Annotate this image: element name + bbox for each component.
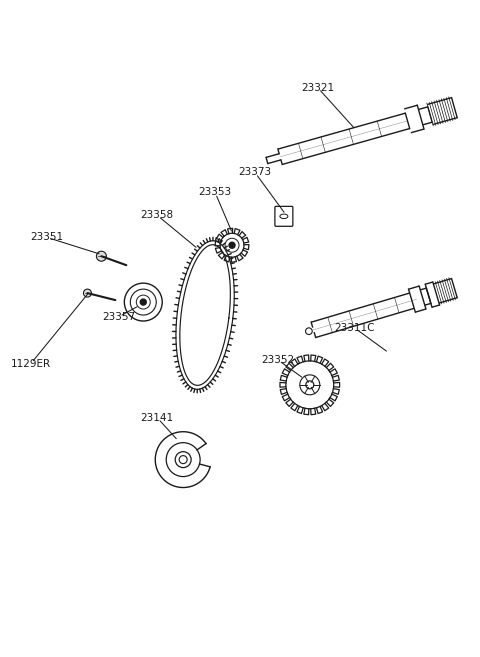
Circle shape xyxy=(179,456,187,464)
Text: 23373: 23373 xyxy=(239,168,272,177)
Text: 23357: 23357 xyxy=(102,312,135,322)
Circle shape xyxy=(306,381,314,389)
Circle shape xyxy=(84,289,91,297)
Circle shape xyxy=(140,299,146,305)
Text: 1129ER: 1129ER xyxy=(11,359,51,369)
Text: 23353: 23353 xyxy=(199,187,232,197)
Text: 23358: 23358 xyxy=(141,210,174,220)
Text: 23141: 23141 xyxy=(141,413,174,422)
Circle shape xyxy=(96,251,107,261)
Text: 23311C: 23311C xyxy=(335,323,375,333)
Text: 23351: 23351 xyxy=(30,233,63,242)
Text: 23352: 23352 xyxy=(261,355,294,365)
Text: 23321: 23321 xyxy=(301,83,335,93)
Circle shape xyxy=(229,242,235,248)
